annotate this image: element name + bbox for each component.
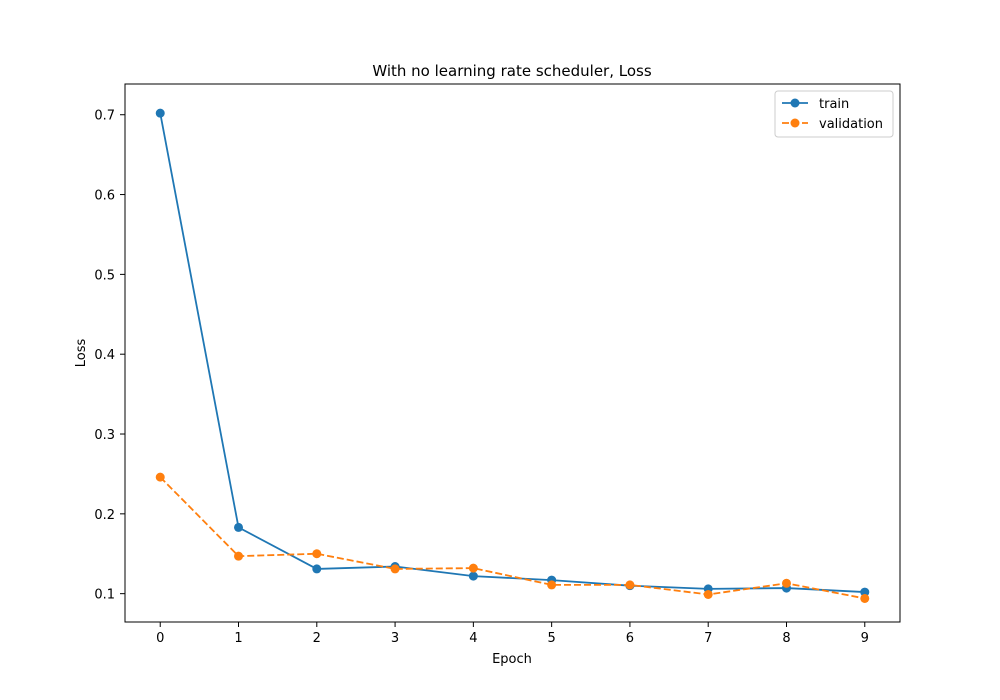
series-validation xyxy=(155,472,870,603)
x-axis-label: Epoch xyxy=(492,652,532,667)
y-tick-label: 0.6 xyxy=(94,189,115,204)
legend: train validation xyxy=(774,90,894,138)
legend-label-validation: validation xyxy=(819,117,883,132)
x-tick-label: 5 xyxy=(548,631,556,646)
y-tick-label: 0.3 xyxy=(94,428,115,443)
data-point-validation xyxy=(155,472,165,482)
data-point-validation xyxy=(860,593,870,603)
y-axis-label: Loss xyxy=(74,339,89,368)
data-point-validation xyxy=(390,564,400,574)
chart-title: With no learning rate scheduler, Loss xyxy=(372,62,651,80)
y-tick-label: 0.1 xyxy=(94,588,115,603)
axes-frame xyxy=(124,83,901,623)
x-tick-label: 1 xyxy=(234,631,242,646)
legend-label-train: train xyxy=(819,97,849,112)
y-tick-label: 0.4 xyxy=(94,348,115,363)
plot-area xyxy=(155,108,870,603)
legend-marker-validation xyxy=(790,118,800,128)
data-point-train xyxy=(234,522,244,532)
x-tick-label: 8 xyxy=(782,631,790,646)
x-tick-label: 2 xyxy=(313,631,321,646)
data-point-validation xyxy=(781,578,791,588)
x-tick-label: 6 xyxy=(626,631,634,646)
x-tick-label: 7 xyxy=(704,631,712,646)
data-point-train xyxy=(860,587,870,597)
y-axis: 0.1 0.2 0.3 0.4 0.5 0.6 0.7 xyxy=(94,109,125,603)
y-tick-label: 0.7 xyxy=(94,109,115,124)
data-point-validation xyxy=(234,551,244,561)
x-tick-label: 4 xyxy=(469,631,477,646)
data-point-validation xyxy=(625,580,635,590)
series-line-validation xyxy=(159,476,865,600)
data-point-train xyxy=(468,571,478,581)
y-tick-label: 0.5 xyxy=(94,268,115,283)
x-tick-label: 3 xyxy=(391,631,399,646)
y-tick-label: 0.2 xyxy=(94,508,115,523)
x-axis: 0 1 2 3 4 5 6 7 8 9 xyxy=(156,622,869,646)
data-point-validation xyxy=(468,563,478,573)
x-tick-label: 9 xyxy=(861,631,869,646)
x-tick-label: 0 xyxy=(156,631,164,646)
data-point-train xyxy=(155,108,165,118)
data-point-validation xyxy=(312,549,322,559)
data-point-validation xyxy=(703,589,713,599)
data-point-train xyxy=(312,564,322,574)
data-point-validation xyxy=(547,580,557,590)
legend-marker-train xyxy=(790,98,800,108)
